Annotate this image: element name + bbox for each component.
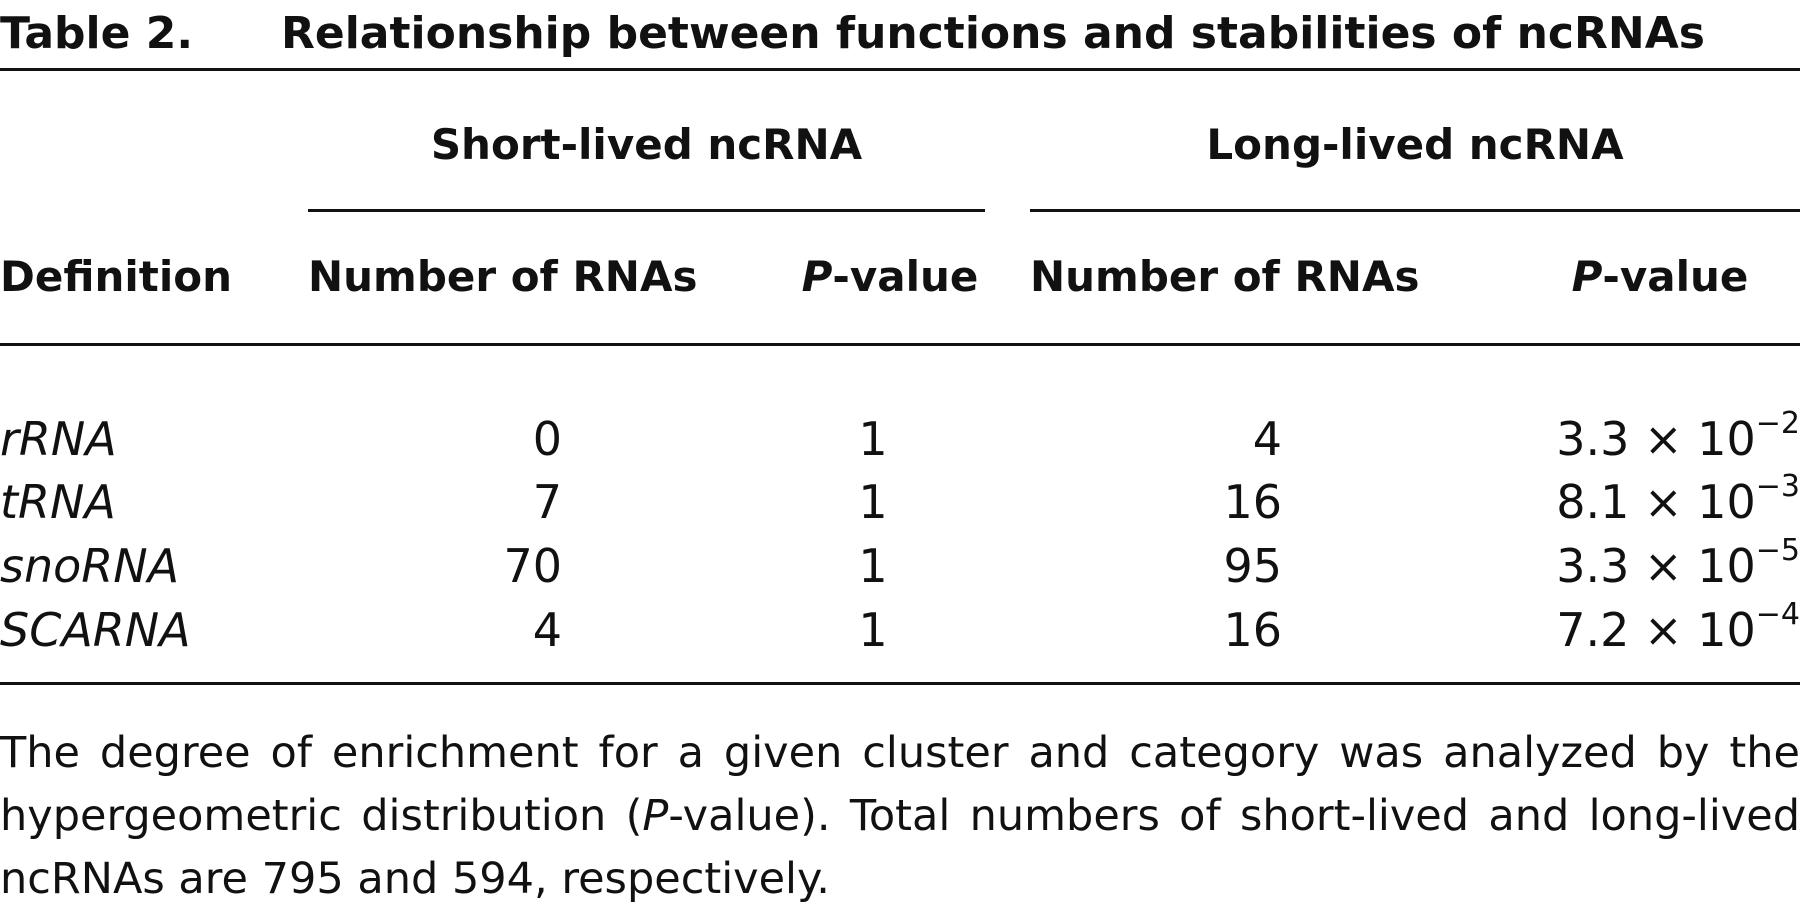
cell: 3.3 × 10−5	[1556, 533, 1800, 593]
cell: 0	[532, 412, 562, 466]
column-header: Number of RNAs	[308, 252, 698, 301]
p-value-exponent: −3	[1755, 469, 1800, 504]
table-label: Table 2.	[0, 8, 194, 59]
footnote-text: P	[642, 791, 669, 841]
rule	[0, 68, 1800, 71]
cell: 16	[1223, 603, 1282, 657]
cell: 3.3 × 10−2	[1556, 406, 1800, 466]
p-value-exponent: −5	[1755, 533, 1800, 568]
cell: 1	[858, 603, 888, 657]
row-label: snoRNA	[0, 539, 180, 593]
p-value: 3.3 × 10	[1556, 412, 1756, 466]
cell: 70	[503, 539, 562, 593]
p-value: 3.3 × 10	[1556, 539, 1756, 593]
cell: 8.1 × 10−3	[1556, 469, 1800, 529]
p-value: 8.1 × 10	[1556, 475, 1756, 529]
rule	[0, 682, 1800, 685]
group-header: Short-lived ncRNA	[430, 120, 863, 169]
rule	[1030, 209, 1800, 212]
cell: 7.2 × 10−4	[1556, 597, 1800, 657]
column-header: Definition	[0, 252, 233, 301]
column-header: P-value	[801, 252, 979, 301]
rule	[308, 209, 985, 212]
cell: 7	[532, 475, 562, 529]
p-value-exponent: −2	[1755, 406, 1800, 441]
row-label: tRNA	[0, 475, 116, 529]
cell: 1	[858, 539, 888, 593]
row-label: SCARNA	[0, 603, 191, 657]
row-label: rRNA	[0, 412, 117, 466]
p-value: 7.2 × 10	[1556, 603, 1756, 657]
footnote-text: -value). Total numbers of short-lived an…	[0, 791, 1800, 904]
p-value-exponent: −4	[1755, 597, 1800, 632]
cell: 95	[1223, 539, 1282, 593]
column-header: P-value	[1571, 252, 1749, 301]
footnote-text: The degree of enrichment for a given clu…	[0, 728, 1800, 841]
group-header: Long-lived ncRNA	[1206, 120, 1624, 169]
cell: 4	[532, 603, 562, 657]
cell: 1	[858, 475, 888, 529]
column-header: Number of RNAs	[1030, 252, 1420, 301]
rule	[0, 343, 1800, 346]
footnote: The degree of enrichment for a given clu…	[0, 722, 1800, 911]
cell: 4	[1252, 412, 1282, 466]
cell: 1	[858, 412, 888, 466]
cell: 16	[1223, 475, 1282, 529]
table-title: Relationship between functions and stabi…	[281, 8, 1705, 59]
